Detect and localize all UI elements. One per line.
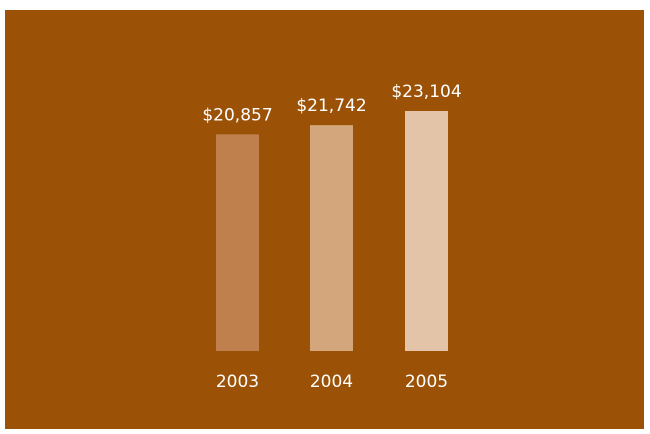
chart-panel: $20,857 $21,742 $23,104 2003 2004 2005 xyxy=(5,10,644,429)
value-labels-group: $20,857 $21,742 $23,104 xyxy=(202,82,461,125)
bar-chart: $20,857 $21,742 $23,104 2003 2004 2005 xyxy=(202,82,461,392)
category-label-2003: 2003 xyxy=(216,372,259,392)
category-label-2004: 2004 xyxy=(310,372,353,392)
bar-2003 xyxy=(216,134,259,351)
bar-2005 xyxy=(405,111,448,351)
category-label-2005: 2005 xyxy=(405,372,448,392)
category-labels-group: 2003 2004 2005 xyxy=(216,372,448,392)
value-label-2003: $20,857 xyxy=(202,105,272,125)
value-label-2005: $23,104 xyxy=(391,82,461,102)
bars-group xyxy=(216,111,448,352)
bar-2004 xyxy=(310,125,353,352)
value-label-2004: $21,742 xyxy=(296,96,366,116)
